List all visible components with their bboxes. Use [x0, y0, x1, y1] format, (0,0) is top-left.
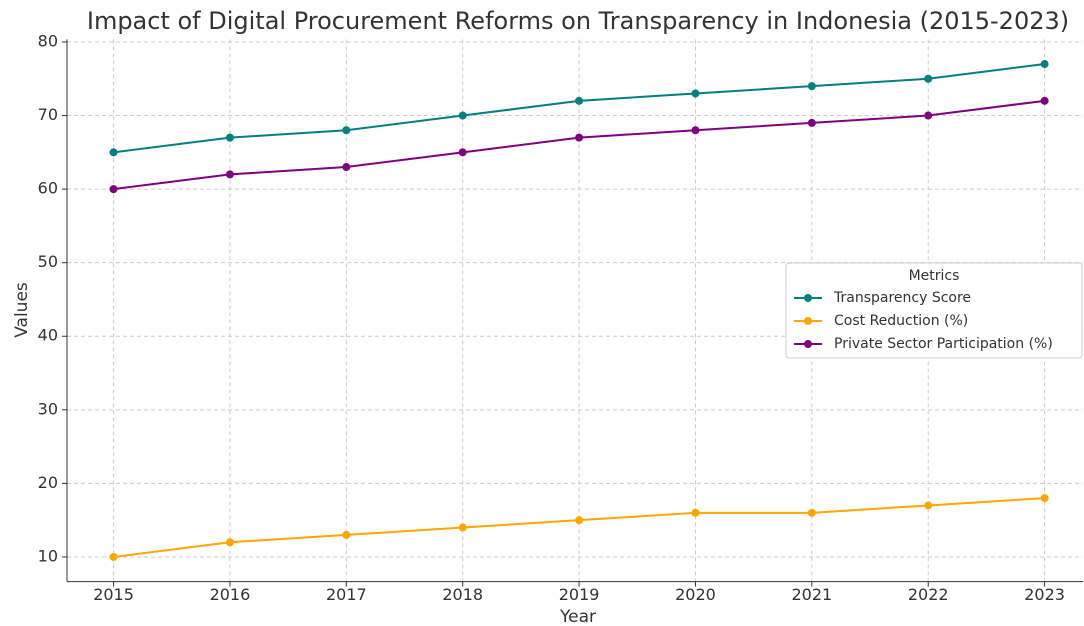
y-tick-label: 70 — [38, 105, 58, 124]
data-point — [924, 74, 933, 83]
data-point — [575, 96, 584, 105]
data-point — [691, 508, 700, 517]
y-tick-label: 30 — [38, 399, 58, 418]
x-axis-label: Year — [559, 607, 596, 626]
data-point — [342, 126, 351, 135]
x-tick-label: 2019 — [559, 585, 600, 604]
data-point — [458, 111, 467, 120]
data-point — [1040, 96, 1049, 105]
data-point — [807, 508, 816, 517]
legend-label: Transparency Score — [833, 290, 971, 306]
data-point — [1040, 60, 1049, 69]
data-point — [807, 82, 816, 91]
x-tick-label: 2023 — [1024, 585, 1065, 604]
series-line — [113, 497, 1045, 558]
data-point — [691, 89, 700, 98]
data-point — [342, 530, 351, 539]
data-point — [225, 170, 234, 179]
x-tick-label: 2018 — [442, 585, 483, 604]
legend-marker — [804, 317, 812, 325]
y-tick-label: 10 — [38, 546, 58, 565]
data-point — [1040, 494, 1049, 503]
legend: Metrics Transparency Score Cost Reduction … — [785, 262, 1083, 359]
data-point — [109, 148, 118, 157]
legend-marker — [804, 340, 812, 348]
data-point — [342, 163, 351, 172]
x-tick-label: 2022 — [908, 585, 949, 604]
x-tick-label: 2021 — [791, 585, 832, 604]
legend-box — [785, 262, 1083, 359]
data-point — [458, 148, 467, 157]
y-tick-label: 40 — [38, 326, 58, 345]
x-tick-label: 2016 — [210, 585, 251, 604]
data-point — [225, 133, 234, 142]
x-tick-label: 2017 — [326, 585, 367, 604]
chart-title: Impact of Digital Procurement Reforms on… — [87, 7, 1069, 35]
y-axis-label: Values — [12, 282, 32, 338]
data-point — [807, 118, 816, 127]
data-point — [924, 111, 933, 120]
data-point — [109, 552, 118, 561]
x-tick-label: 2015 — [93, 585, 134, 604]
legend-marker — [804, 294, 812, 302]
y-tick-label: 60 — [38, 179, 58, 198]
data-point — [225, 538, 234, 547]
x-tick-label: 2020 — [675, 585, 716, 604]
data-point — [575, 516, 584, 525]
legend-title: Metrics — [909, 268, 960, 284]
data-point — [691, 126, 700, 135]
legend-label: Private Sector Participation (%) — [834, 336, 1053, 352]
legend-label: Cost Reduction (%) — [834, 313, 968, 329]
data-point — [575, 133, 584, 142]
y-tick-label: 50 — [38, 252, 58, 271]
y-tick-label: 20 — [38, 473, 58, 492]
y-tick-label: 80 — [38, 31, 58, 50]
data-point — [109, 185, 118, 194]
data-point — [924, 501, 933, 510]
data-point — [458, 523, 467, 532]
